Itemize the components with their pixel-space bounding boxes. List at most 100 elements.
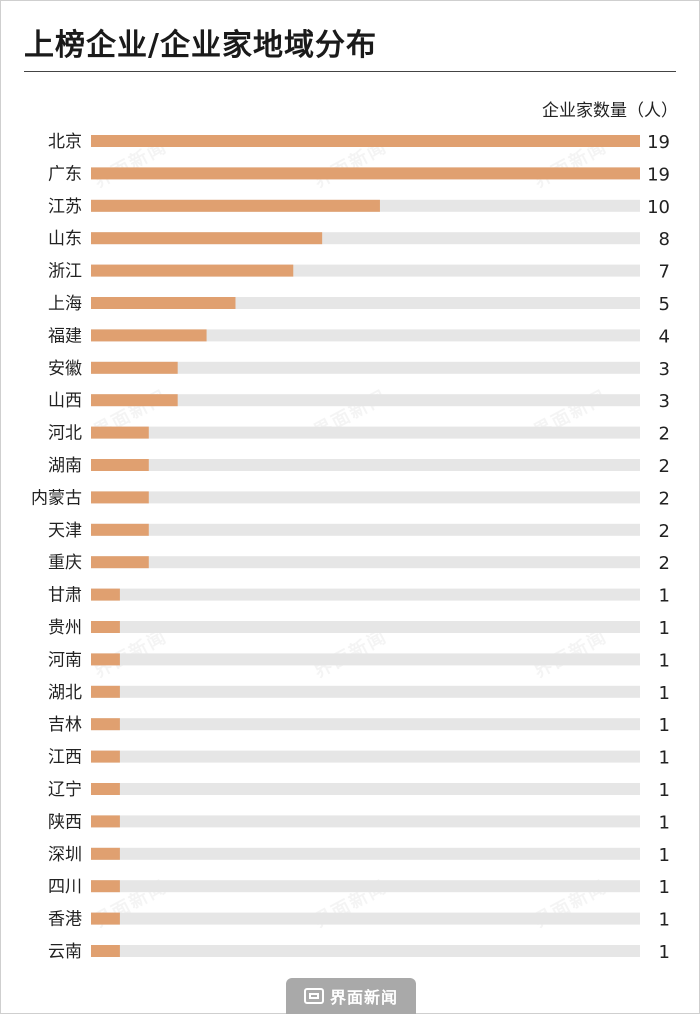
category-label: 甘肃: [48, 586, 82, 606]
category-label: 福建: [48, 326, 82, 346]
bar: [91, 653, 120, 666]
value-label: 1: [659, 618, 670, 639]
bar: [91, 297, 236, 309]
value-label: 2: [659, 456, 670, 477]
category-label: 重庆: [48, 553, 82, 573]
value-label: 4: [659, 326, 670, 347]
category-label: 山东: [48, 229, 82, 249]
bar: [91, 329, 207, 342]
value-label: 2: [659, 424, 670, 445]
bar: [91, 361, 178, 374]
bar: [91, 945, 120, 957]
bar: [91, 847, 120, 860]
value-label: 5: [659, 294, 670, 315]
category-label: 香港: [48, 910, 82, 930]
value-label: 1: [659, 910, 670, 931]
bar: [91, 685, 120, 698]
bar: [91, 718, 120, 731]
category-label: 河北: [48, 424, 82, 444]
bar: [91, 232, 323, 245]
bar-track: [91, 847, 640, 860]
category-label: 四川: [48, 877, 82, 897]
bar: [91, 426, 149, 439]
category-label: 江西: [48, 748, 82, 768]
bar: [91, 523, 149, 536]
logo-icon: [303, 988, 324, 1004]
bar-track: [91, 718, 640, 731]
value-label: 1: [659, 877, 670, 898]
bar: [91, 556, 149, 569]
category-label: 浙江: [48, 262, 82, 282]
category-label: 内蒙古: [31, 488, 82, 508]
bar-track: [91, 750, 640, 763]
bar-track: [91, 653, 640, 666]
bar-track: [91, 556, 640, 569]
bar: [91, 815, 120, 828]
value-label: 1: [659, 942, 670, 963]
category-label: 湖北: [48, 683, 82, 703]
title-divider: [24, 71, 676, 72]
bar-track: [91, 685, 640, 698]
bar: [91, 912, 120, 925]
category-label: 湖南: [48, 456, 82, 476]
bar-track: [91, 783, 640, 795]
bar: [91, 750, 120, 763]
value-label: 19: [647, 164, 670, 185]
value-label: 1: [659, 715, 670, 736]
value-label: 19: [647, 132, 670, 153]
value-label: 1: [659, 812, 670, 833]
value-label: 8: [659, 229, 670, 250]
category-label: 上海: [48, 294, 82, 314]
category-label: 辽宁: [48, 780, 82, 800]
bar: [91, 264, 294, 277]
bar-track: [91, 426, 640, 439]
value-label: 1: [659, 780, 670, 801]
bar-track: [91, 394, 640, 407]
logo-text: 界面新闻: [329, 988, 398, 1007]
bar-track: [91, 459, 640, 471]
bar-track: [91, 329, 640, 342]
bar-track: [91, 945, 640, 957]
category-label: 江苏: [48, 197, 82, 217]
bar: [91, 394, 178, 407]
category-label: 安徽: [48, 359, 82, 379]
value-label: 1: [659, 748, 670, 769]
bar-track: [91, 361, 640, 374]
bar-track: [91, 523, 640, 536]
value-label: 10: [647, 197, 670, 218]
value-label: 2: [659, 553, 670, 574]
bar: [91, 459, 149, 471]
category-label: 河南: [48, 650, 82, 670]
value-label: 3: [659, 391, 670, 412]
bar: [91, 199, 380, 212]
category-label: 北京: [48, 132, 82, 152]
bar: [91, 167, 640, 180]
bar: [91, 621, 120, 633]
category-label: 陕西: [48, 812, 82, 832]
chart-title: 上榜企业/企业家地域分布: [24, 28, 377, 63]
category-label: 广东: [48, 164, 82, 184]
value-label: 3: [659, 359, 670, 380]
value-label: 1: [659, 683, 670, 704]
category-label: 云南: [48, 942, 82, 962]
category-label: 天津: [48, 521, 82, 541]
bar-track: [91, 880, 640, 893]
value-label: 1: [659, 650, 670, 671]
bar-track: [91, 491, 640, 504]
unit-label: 企业家数量（人）: [542, 101, 678, 121]
bar: [91, 588, 120, 601]
value-label: 1: [659, 586, 670, 607]
bar-track: [91, 912, 640, 925]
bar-track: [91, 621, 640, 633]
bar-track: [91, 815, 640, 828]
category-label: 深圳: [48, 845, 82, 865]
brand-logo: 界面新闻: [286, 978, 416, 1014]
value-label: 2: [659, 521, 670, 542]
bar: [91, 880, 120, 893]
value-label: 2: [659, 488, 670, 509]
category-label: 贵州: [48, 618, 82, 638]
category-label: 吉林: [48, 715, 82, 735]
bar: [91, 135, 640, 147]
bar: [91, 783, 120, 795]
